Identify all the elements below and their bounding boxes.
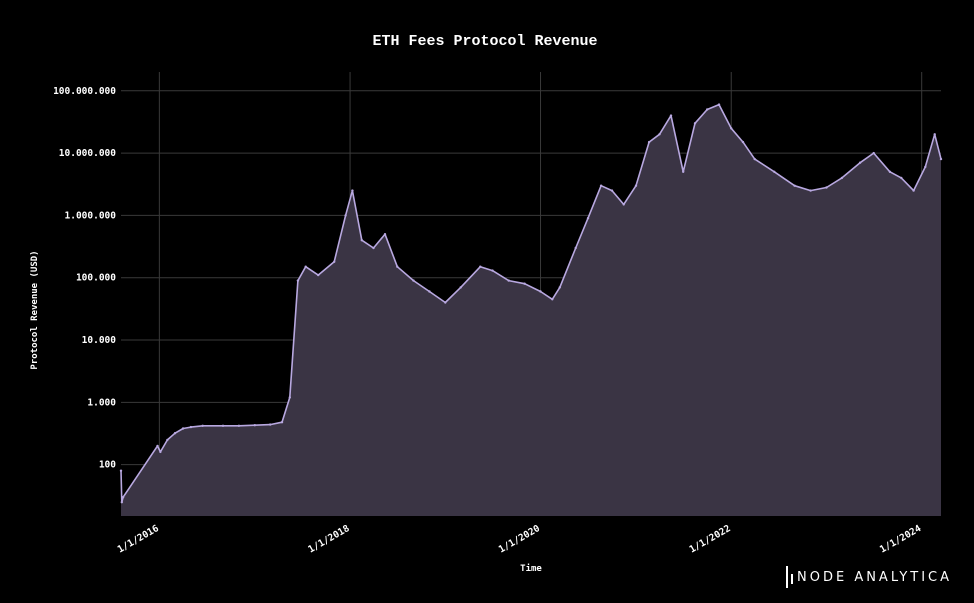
data-point	[523, 282, 526, 285]
data-point	[888, 170, 892, 173]
data-point	[253, 424, 256, 427]
data-point	[120, 501, 124, 504]
data-point	[793, 184, 796, 187]
data-point	[730, 127, 733, 130]
data-point	[622, 203, 625, 206]
data-point	[586, 217, 590, 220]
data-point	[825, 186, 828, 189]
data-layer	[119, 103, 943, 516]
data-point	[933, 133, 936, 136]
data-point	[610, 189, 614, 192]
data-point	[479, 265, 482, 268]
data-point	[900, 176, 903, 180]
data-point	[360, 239, 363, 242]
data-point	[912, 189, 915, 192]
data-point	[753, 157, 756, 161]
data-point	[491, 269, 494, 272]
brand-logo: NODE ANALYTICA	[786, 566, 952, 588]
data-point	[840, 176, 844, 180]
data-point	[280, 421, 284, 424]
x-axis-label: Time	[520, 563, 542, 574]
data-point	[539, 290, 542, 293]
data-point	[428, 290, 431, 293]
y-axis-label: Protocol Revenue (USD)	[30, 250, 40, 369]
data-point	[189, 425, 193, 429]
y-tick-label: 100.000	[76, 273, 116, 284]
data-point	[459, 286, 462, 289]
y-tick-label: 100	[99, 460, 116, 471]
data-point	[706, 108, 709, 111]
data-point	[296, 279, 300, 282]
data-point	[159, 450, 162, 454]
data-point	[173, 432, 177, 435]
data-point	[507, 279, 510, 282]
data-point	[304, 265, 307, 268]
data-point	[574, 246, 577, 250]
data-point	[372, 246, 375, 250]
data-point	[396, 265, 399, 268]
data-point	[237, 424, 241, 427]
data-point	[333, 260, 336, 263]
data-point	[558, 286, 561, 289]
data-point	[288, 396, 291, 399]
data-point	[444, 301, 447, 304]
data-point	[201, 424, 204, 427]
data-point	[221, 424, 225, 427]
data-point	[412, 279, 415, 282]
data-point	[317, 273, 320, 277]
data-point	[682, 170, 685, 173]
data-point	[634, 184, 638, 187]
data-point	[858, 161, 862, 164]
data-point	[741, 140, 745, 144]
data-point	[351, 189, 354, 192]
y-tick-label: 1.000.000	[65, 210, 117, 221]
chart-title: ETH Fees Protocol Revenue	[372, 33, 597, 50]
data-point	[809, 189, 812, 192]
data-point	[939, 157, 943, 161]
series-line	[120, 103, 942, 503]
data-point	[383, 233, 387, 236]
data-point	[872, 151, 875, 155]
series-area	[121, 104, 941, 516]
data-point	[121, 496, 125, 499]
data-point	[166, 438, 169, 442]
data-point	[669, 114, 673, 117]
y-tick-label: 10.000.000	[59, 148, 116, 159]
data-point	[599, 184, 603, 187]
data-point	[156, 444, 159, 448]
data-point	[551, 298, 554, 301]
brand-mark-icon	[786, 566, 793, 588]
data-point	[344, 214, 347, 217]
data-point	[693, 122, 697, 125]
data-point	[119, 469, 123, 472]
data-point	[269, 423, 272, 426]
data-point	[717, 103, 721, 106]
data-point	[924, 165, 927, 169]
y-tick-label: 1.000	[87, 397, 116, 408]
data-point	[658, 133, 661, 136]
data-point	[773, 170, 776, 173]
data-point	[181, 427, 185, 430]
y-tick-label: 10.000	[82, 335, 117, 346]
data-point	[647, 140, 651, 144]
y-tick-label: 100.000.000	[53, 86, 116, 97]
brand-name: NODE ANALYTICA	[797, 570, 952, 585]
